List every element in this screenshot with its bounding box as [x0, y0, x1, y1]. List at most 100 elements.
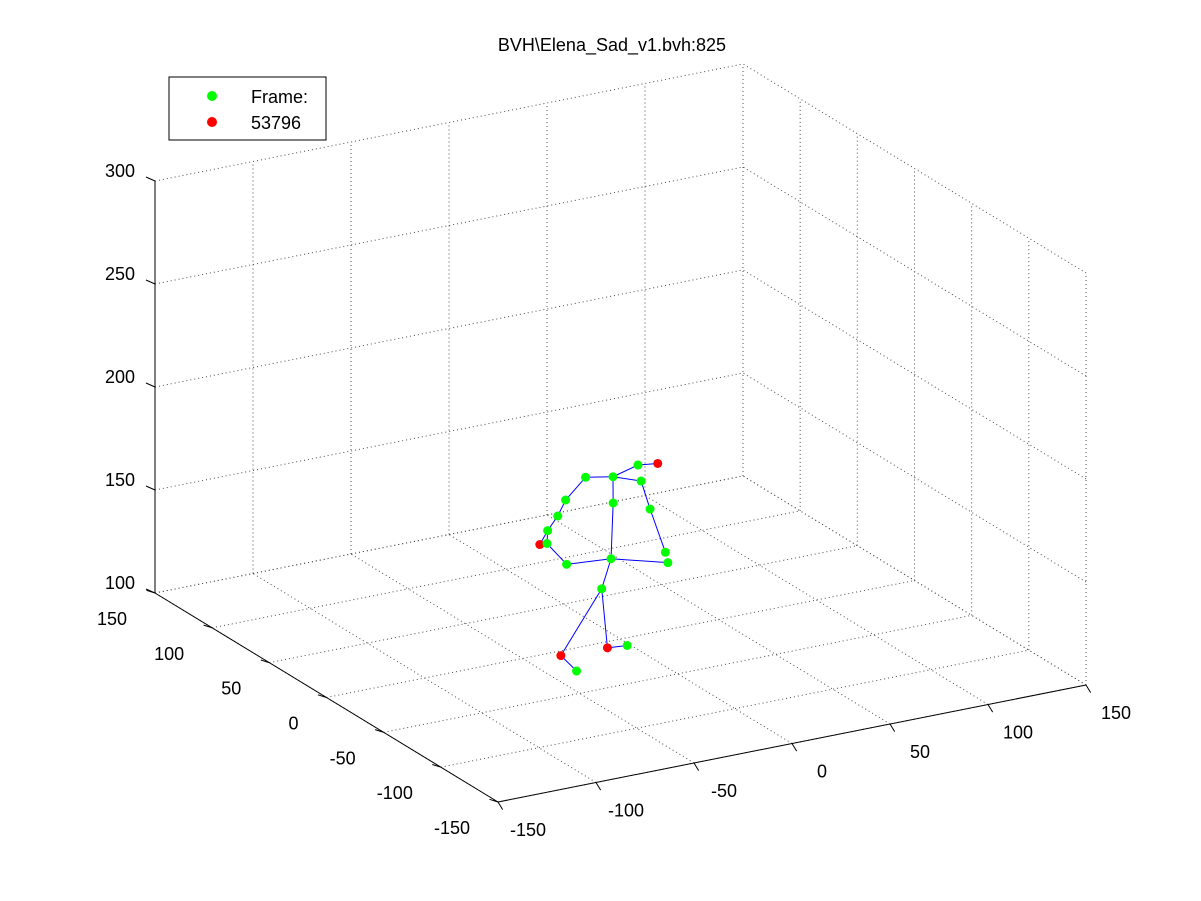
bone-l_shoulder-l_upperarm: [565, 476, 586, 501]
bone-r_shoulder-r_arm: [640, 480, 651, 510]
z-tick-mark: [145, 279, 156, 285]
joint-r_hip: [663, 558, 673, 568]
bone-hip-l_hip: [566, 558, 612, 565]
bone-neck-head: [612, 464, 639, 478]
y-tick-label: 100: [154, 644, 184, 664]
joint-l_hand_end: [535, 540, 545, 550]
grid-line: [440, 649, 1029, 768]
joint-r_toe: [572, 666, 582, 676]
legend[interactable]: Frame: 53796: [168, 76, 327, 141]
z-tick-label: 300: [105, 161, 135, 181]
y-tick-label: -50: [330, 748, 356, 768]
bone-neck-r_shoulder: [612, 476, 642, 482]
y-tick-mark: [432, 763, 441, 768]
y-tick-label: 0: [288, 714, 298, 734]
z-tick-mark: [145, 176, 156, 182]
grid-line: [252, 573, 597, 783]
grid-line: [212, 510, 801, 629]
y-tick-mark: [203, 624, 213, 629]
skeleton-bones: [539, 462, 668, 672]
bone-l_knee-l_ankle: [601, 588, 608, 648]
x-tick-label: -100: [608, 801, 644, 821]
x-tick-label: 100: [1003, 723, 1033, 743]
joint-l_knee: [597, 584, 607, 594]
bone-hip-spine: [610, 502, 614, 559]
y-tick-label: -100: [377, 783, 413, 803]
joint-l_hand: [543, 526, 553, 536]
bone-hip-r_hip: [610, 558, 668, 564]
x-tick-label: -150: [510, 820, 546, 840]
bone-hip-l_knee: [601, 558, 612, 589]
legend-marker-frame: [207, 91, 217, 101]
z-tick-label: 150: [105, 470, 135, 490]
z-tick-mark: [145, 382, 156, 388]
grid-line: [742, 269, 1087, 480]
z-tick-label: 250: [105, 264, 135, 284]
joint-neck: [608, 472, 618, 482]
grid-lines: [154, 63, 1087, 803]
grid-line: [644, 495, 989, 705]
y-tick-label: 50: [221, 679, 241, 699]
grid-line: [383, 614, 972, 733]
chart-title: BVH\Elena_Sad_v1.bvh:825: [498, 35, 726, 56]
bone-l_knee-r_ankle: [560, 588, 603, 656]
joint-spine: [608, 498, 618, 508]
grid-line: [154, 372, 744, 491]
x-tick-mark: [693, 762, 700, 771]
y-tick-mark: [374, 729, 384, 733]
joint-head_end: [653, 458, 663, 468]
grid-line: [742, 372, 1087, 583]
grid-line: [742, 166, 1087, 377]
y-tick-mark: [489, 798, 499, 803]
joint-hip: [606, 554, 616, 564]
grid-line: [350, 553, 695, 764]
grid-line: [742, 63, 1087, 274]
x-tick-label: -50: [711, 781, 737, 801]
joint-l_toe: [622, 640, 632, 650]
z-tick-mark: [145, 485, 156, 491]
x-tick-mark: [889, 723, 896, 732]
joint-l_forearm: [553, 511, 563, 521]
z-tick-label: 100: [105, 573, 135, 593]
y-tick-mark: [260, 659, 270, 664]
x-tick-mark: [791, 743, 798, 752]
z-tick-label: 200: [105, 367, 135, 387]
grid-line: [154, 269, 744, 388]
joint-l_hip: [562, 559, 572, 569]
joint-r_shoulder: [636, 476, 646, 486]
z-tick-mark: [145, 588, 156, 594]
legend-label-frame: Frame:: [251, 87, 308, 107]
joint-l_shoulder: [581, 472, 591, 482]
grid-line: [448, 534, 793, 744]
joint-r_ankle: [556, 651, 566, 661]
x-tick-mark: [987, 704, 994, 713]
joint-l_finger: [542, 539, 552, 548]
x-tick-mark: [595, 782, 602, 791]
legend-marker-value: [207, 117, 217, 127]
x-tick-mark: [497, 801, 504, 810]
grid-line: [546, 514, 891, 725]
joint-head: [633, 460, 643, 470]
joint-l_upperarm: [561, 495, 571, 505]
bone-l_finger-l_hip: [546, 543, 567, 565]
grid-line: [742, 475, 1087, 686]
y-tick-label: 150: [97, 609, 127, 629]
bone-neck-l_shoulder: [585, 476, 613, 478]
joint-l_ankle: [602, 643, 612, 653]
joint-r_arm: [645, 504, 655, 514]
bone-r_arm-r_hand: [649, 508, 666, 553]
skeleton-joints: [535, 458, 673, 676]
x-tick-label: 150: [1101, 703, 1131, 723]
legend-label-value: 53796: [251, 113, 301, 133]
y-tick-mark: [317, 694, 327, 698]
legend-box: [168, 76, 327, 141]
x-tick-mark: [1085, 684, 1092, 693]
axes: [145, 176, 1092, 810]
joint-r_hand: [660, 547, 670, 557]
x-tick-label: 50: [910, 742, 930, 762]
y-tick-label: -150: [434, 818, 470, 838]
tick-labels: -150 -100 -50 0 50 100 150 -150 -100 -50 0 50 100 150…: [97, 161, 1131, 840]
x-tick-label: 0: [817, 762, 827, 782]
